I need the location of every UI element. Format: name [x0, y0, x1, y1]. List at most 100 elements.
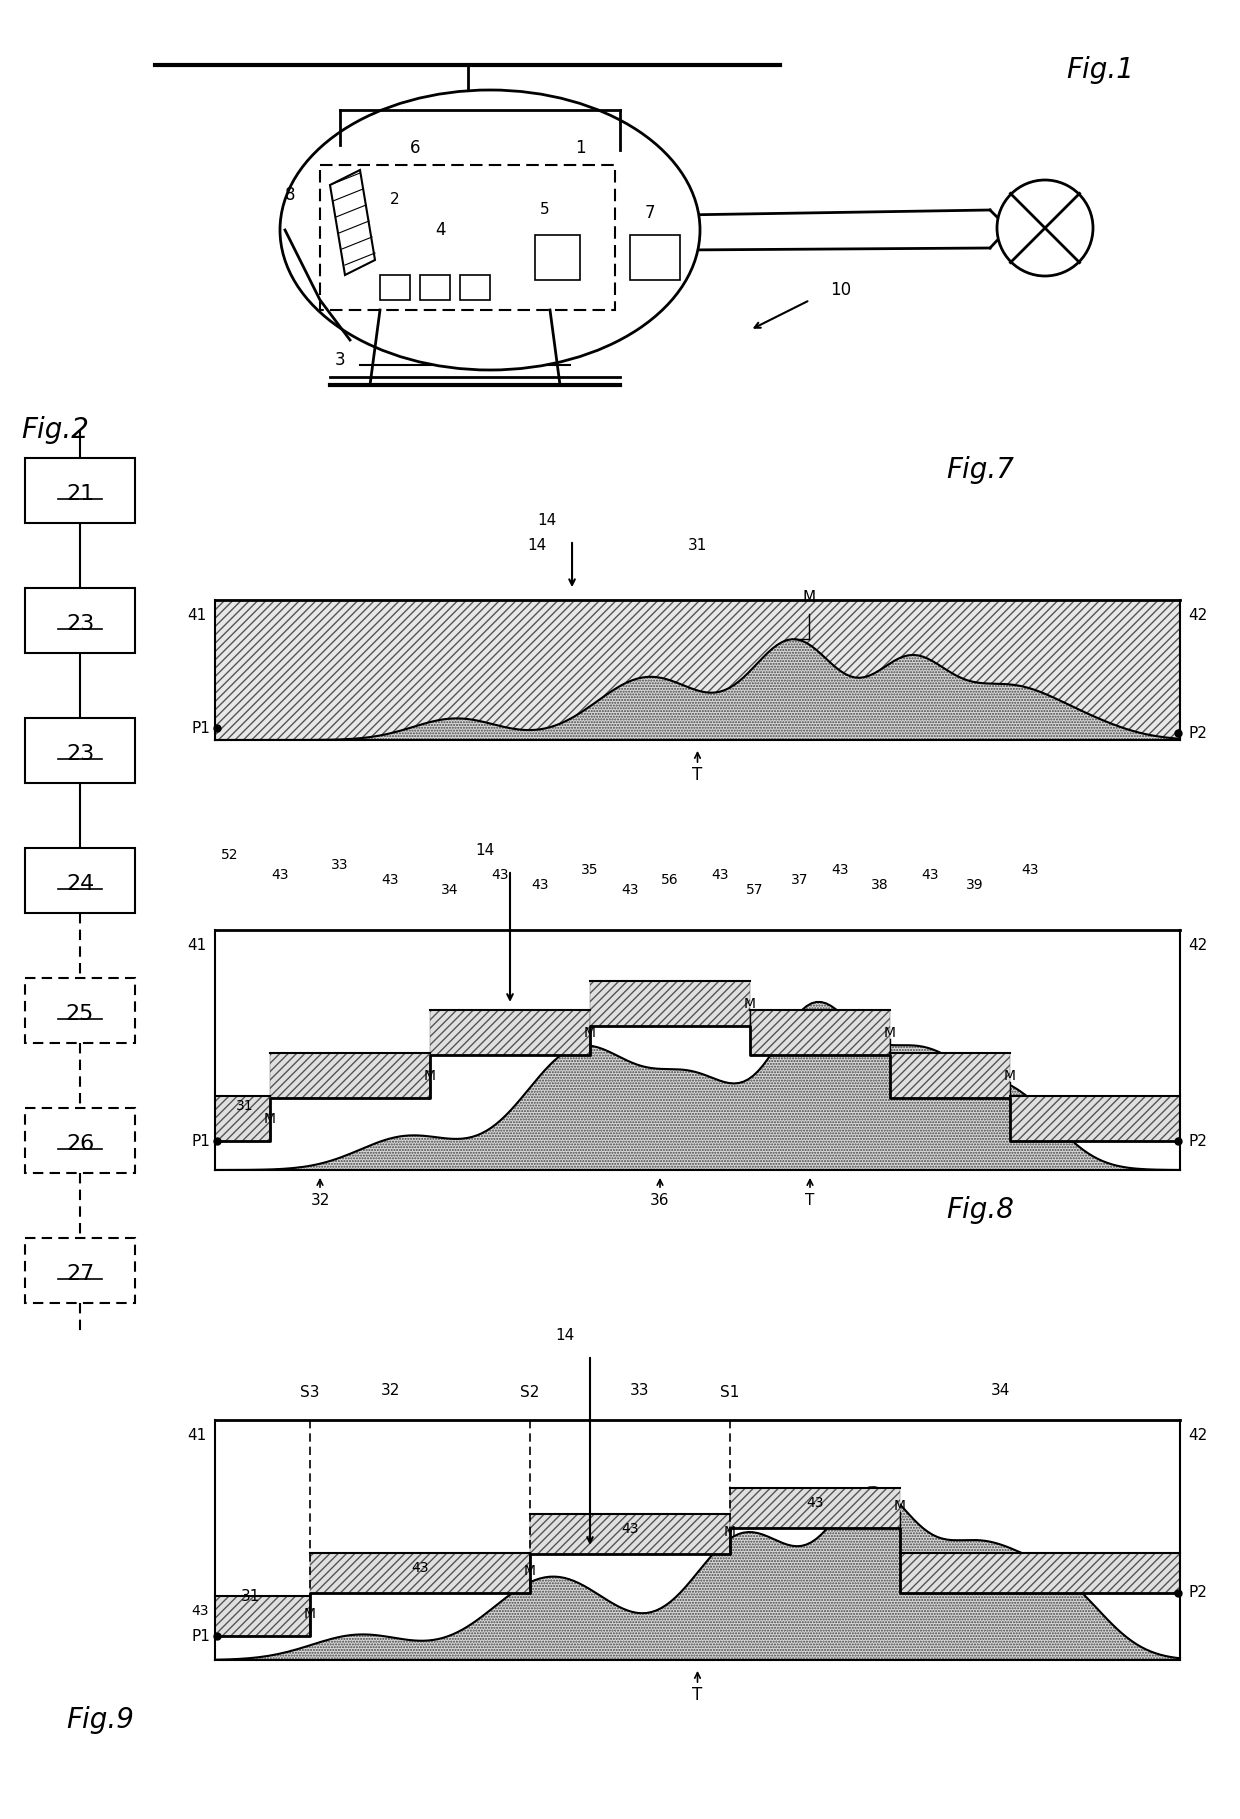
- Text: 26: 26: [66, 1133, 94, 1153]
- Bar: [215, 1595, 310, 1635]
- Bar: [730, 1488, 900, 1528]
- Text: 31: 31: [236, 1099, 254, 1113]
- Bar: [460, 275, 490, 300]
- Text: 36: 36: [650, 1193, 670, 1208]
- Bar: [25, 1108, 135, 1173]
- Text: 14: 14: [556, 1328, 575, 1342]
- Text: 34: 34: [441, 882, 459, 897]
- Bar: [430, 1010, 590, 1055]
- Bar: [529, 1515, 730, 1555]
- Text: P2: P2: [1188, 726, 1207, 740]
- Bar: [25, 588, 135, 653]
- Text: Fig.9: Fig.9: [66, 1706, 134, 1734]
- Text: 42: 42: [1188, 937, 1208, 953]
- Text: 33: 33: [331, 859, 348, 871]
- Text: 4: 4: [435, 220, 445, 238]
- Polygon shape: [215, 1002, 1180, 1170]
- Text: 14: 14: [528, 537, 547, 553]
- Text: M: M: [264, 1111, 277, 1126]
- Text: P2: P2: [1188, 1586, 1207, 1601]
- Bar: [890, 1053, 1011, 1099]
- Polygon shape: [330, 169, 374, 275]
- Text: 43: 43: [621, 882, 639, 897]
- Text: Fig.8: Fig.8: [946, 1197, 1014, 1224]
- Text: 23: 23: [66, 744, 94, 764]
- Text: 43: 43: [531, 879, 549, 891]
- Text: 14: 14: [476, 842, 495, 857]
- Text: 33: 33: [630, 1382, 650, 1397]
- Text: 43: 43: [621, 1523, 639, 1537]
- Bar: [25, 977, 135, 1042]
- Text: 43: 43: [272, 868, 289, 882]
- Polygon shape: [215, 1488, 1180, 1661]
- Bar: [420, 275, 450, 300]
- Bar: [534, 235, 580, 280]
- Text: T: T: [692, 1686, 703, 1704]
- Text: M: M: [584, 1026, 596, 1040]
- Text: 31: 31: [241, 1588, 259, 1604]
- Text: 24: 24: [66, 873, 94, 893]
- Text: M: M: [894, 1499, 906, 1513]
- Text: 56: 56: [661, 873, 678, 888]
- Bar: [310, 1553, 529, 1593]
- Bar: [25, 848, 135, 913]
- Text: 27: 27: [66, 1264, 94, 1284]
- Text: 37: 37: [791, 873, 808, 888]
- Bar: [1011, 1097, 1180, 1141]
- Text: P1: P1: [191, 720, 210, 735]
- Text: 8: 8: [285, 186, 295, 204]
- Text: P2: P2: [1188, 1133, 1207, 1150]
- Text: 10: 10: [830, 280, 851, 298]
- Text: 41: 41: [187, 937, 207, 953]
- Text: 43: 43: [921, 868, 939, 882]
- Text: 2: 2: [391, 193, 399, 207]
- Text: 38: 38: [872, 879, 889, 891]
- Text: 41: 41: [187, 1428, 207, 1442]
- Polygon shape: [215, 600, 1180, 740]
- Text: 21: 21: [66, 484, 94, 504]
- Text: Fig.7: Fig.7: [946, 457, 1014, 484]
- Text: 39: 39: [966, 879, 983, 891]
- Bar: [379, 275, 410, 300]
- Text: 32: 32: [310, 1193, 330, 1208]
- Text: 42: 42: [1188, 1428, 1208, 1442]
- Text: 34: 34: [991, 1382, 1009, 1397]
- Polygon shape: [215, 638, 1180, 740]
- Text: 43: 43: [831, 862, 848, 877]
- Text: 5: 5: [541, 202, 549, 218]
- Text: P1: P1: [191, 1628, 210, 1644]
- Bar: [25, 458, 135, 522]
- Text: T: T: [805, 1193, 815, 1208]
- Text: 32: 32: [381, 1382, 399, 1397]
- Bar: [25, 1237, 135, 1302]
- Text: M: M: [424, 1070, 436, 1082]
- Text: P1: P1: [191, 1133, 210, 1150]
- Text: 42: 42: [1188, 608, 1208, 622]
- Text: 6: 6: [409, 138, 420, 156]
- Bar: [215, 1097, 270, 1141]
- Text: Fig.1: Fig.1: [1066, 56, 1133, 84]
- Text: T: T: [692, 766, 703, 784]
- Text: Fig.2: Fig.2: [21, 417, 89, 444]
- Bar: [900, 1553, 1180, 1593]
- Bar: [630, 235, 680, 280]
- Text: 43: 43: [381, 873, 399, 888]
- Text: 31: 31: [688, 537, 707, 553]
- Text: 14: 14: [537, 513, 557, 528]
- Text: 43: 43: [1022, 862, 1039, 877]
- Text: 23: 23: [66, 615, 94, 635]
- Ellipse shape: [280, 89, 701, 369]
- Text: 25: 25: [66, 1004, 94, 1024]
- Text: 52: 52: [221, 848, 239, 862]
- Text: S3: S3: [300, 1384, 320, 1401]
- Text: 43: 43: [806, 1495, 823, 1510]
- Text: 57: 57: [746, 882, 764, 897]
- Text: S2: S2: [521, 1384, 539, 1401]
- Bar: [320, 166, 615, 309]
- Text: S1: S1: [720, 1384, 740, 1401]
- Circle shape: [997, 180, 1092, 276]
- Text: 35: 35: [582, 862, 599, 877]
- Text: M: M: [802, 589, 816, 606]
- Text: 43: 43: [712, 868, 729, 882]
- Bar: [25, 717, 135, 782]
